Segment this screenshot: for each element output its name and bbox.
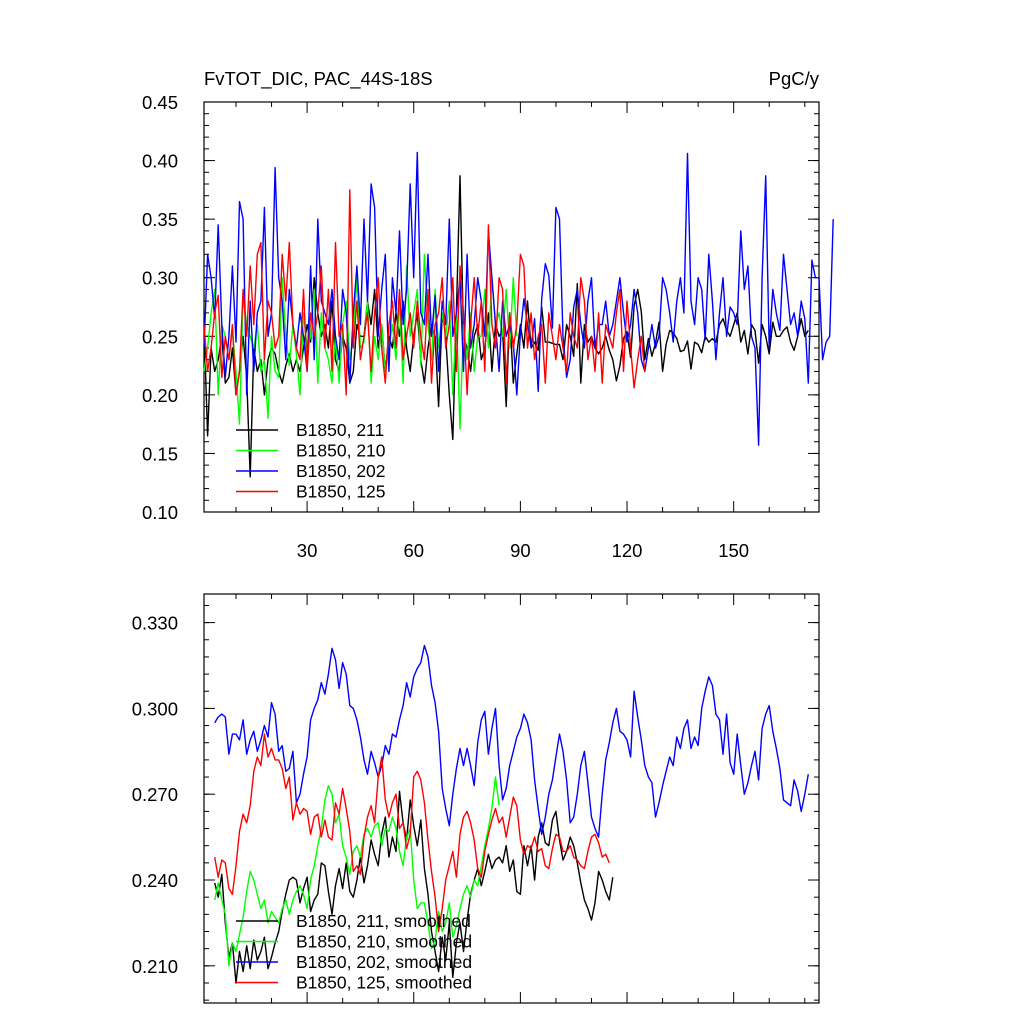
series-line-b1850-202 [203, 151, 834, 446]
legend-label: B1850, 210, smoothed [296, 932, 472, 952]
legend-label: B1850, 125, smoothed [296, 973, 472, 993]
y-tick-label: 0.10 [142, 502, 178, 523]
legend-label: B1850, 211 [296, 420, 384, 440]
top-chart-panel: FvTOT_DIC, PAC_44S-18S PgC/y 0.10 0.15 0.2… [142, 68, 834, 561]
legend-label: B1850, 202 [296, 461, 386, 481]
x-tick-label: 120 [612, 540, 643, 561]
chart-title: FvTOT_DIC, PAC_44S-18S [204, 68, 433, 90]
y-tick-label: 0.35 [142, 209, 178, 230]
y-tick-label: 0.40 [142, 151, 178, 172]
series-line-b1850-211-smoothed [214, 790, 614, 984]
series-line-b1850-125-smoothed [214, 733, 610, 933]
plot-frame [203, 101, 820, 513]
y-tick-label: 0.45 [142, 92, 178, 113]
x-tick-label: 30 [297, 540, 318, 561]
legend-label: B1850, 202, smoothed [296, 952, 472, 972]
legend-label: B1850, 210 [296, 441, 386, 461]
y-tick-label: 0.300 [132, 698, 178, 719]
x-tick-label: 60 [403, 540, 424, 561]
y-tick-label: 0.15 [142, 443, 178, 464]
bottom-chart-panel: 0.210 0.240 0.270 0.300 0.330 B1850, 211, smo… [132, 593, 820, 1004]
y-tick-label: 0.240 [132, 870, 178, 891]
y-tick-label: 0.210 [132, 956, 178, 977]
y-tick-label: 0.330 [132, 613, 178, 634]
x-tick-label: 90 [510, 540, 531, 561]
chart-units-label: PgC/y [769, 68, 820, 89]
legend-label: B1850, 211, smoothed [296, 911, 471, 931]
y-tick-label: 0.270 [132, 784, 178, 805]
y-tick-label: 0.30 [142, 268, 178, 289]
y-tick-label: 0.25 [142, 326, 178, 347]
series-line-b1850-125 [203, 189, 646, 396]
series-line-b1850-211 [203, 175, 809, 478]
y-tick-label: 0.20 [142, 385, 178, 406]
legend-label: B1850, 125 [296, 482, 386, 502]
x-tick-label: 150 [718, 540, 749, 561]
series-line-b1850-202-smoothed [214, 644, 809, 838]
plot-frame [203, 593, 820, 1004]
series-line-b1850-210-smoothed [214, 776, 500, 967]
